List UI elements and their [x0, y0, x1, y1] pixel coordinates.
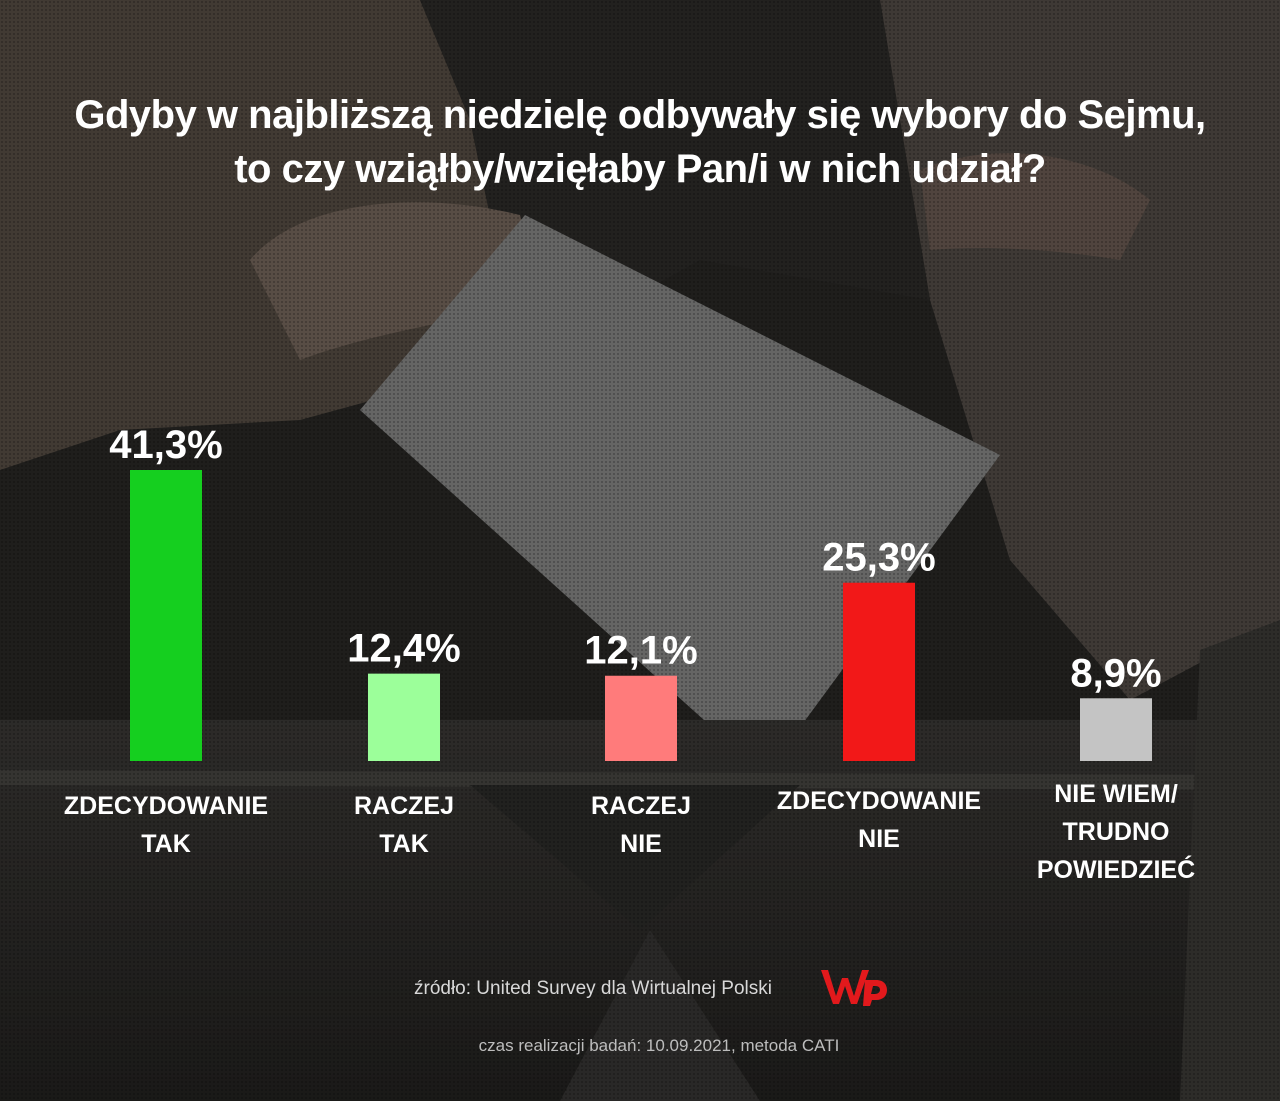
- category-label-4-line-2: NIE: [858, 825, 900, 853]
- category-label-1-line-2: TAK: [141, 830, 191, 858]
- category-label-5-line-2: TRUDNO POWIEDZIEĆ: [1036, 818, 1196, 884]
- category-label-4-line-1: ZDECYDOWANIE: [776, 787, 982, 815]
- bar-2: [368, 673, 440, 761]
- category-label-3: RACZEJ NIE: [521, 787, 761, 863]
- category-label-1: ZDECYDOWANIE TAK: [46, 787, 286, 863]
- value-label-1: 41,3%: [109, 423, 222, 467]
- source-note: źródło: United Survey dla Wirtualnej Pol…: [414, 978, 772, 999]
- category-label-5: NIE WIEM/TRUDNO POWIEDZIEĆ: [996, 775, 1236, 889]
- bar-1: [130, 470, 202, 761]
- category-label-2-line-1: RACZEJ: [353, 792, 454, 820]
- category-label-5-line-1: NIE WIEM/: [1054, 780, 1178, 808]
- bar-5: [1080, 698, 1152, 761]
- value-label-3: 12,1%: [584, 629, 697, 673]
- chart-title-line-1: Gdyby w najbliższą niedzielę odbywały si…: [74, 93, 1206, 137]
- category-label-2-line-2: TAK: [379, 830, 429, 858]
- category-label-4: ZDECYDOWANIE NIE: [759, 782, 999, 858]
- wp-logo-icon: [821, 970, 887, 1006]
- category-label-3-line-2: NIE: [620, 830, 662, 858]
- method-note: czas realizacji badań: 10.09.2021, metod…: [478, 1036, 840, 1055]
- category-label-1-line-1: ZDECYDOWANIE: [63, 792, 269, 820]
- bar-3: [605, 675, 677, 761]
- category-label-2: RACZEJ TAK: [284, 787, 524, 863]
- value-label-5: 8,9%: [1070, 651, 1161, 695]
- chart-title: Gdyby w najbliższą niedzielę odbywały si…: [0, 88, 1280, 196]
- bar-4: [843, 582, 915, 761]
- category-label-3-line-1: RACZEJ: [590, 792, 691, 820]
- value-label-4: 25,3%: [822, 536, 935, 580]
- value-label-2: 12,4%: [347, 627, 460, 671]
- chart-title-line-2: to czy wziąłby/wzięłaby Pan/i w nich udz…: [234, 147, 1046, 191]
